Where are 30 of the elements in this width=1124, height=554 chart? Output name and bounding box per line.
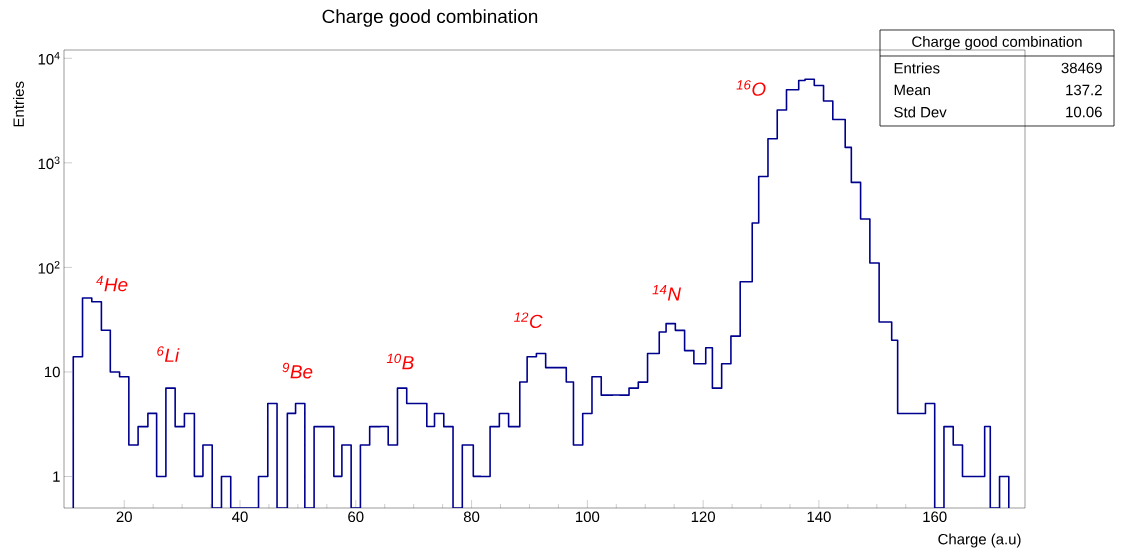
x-tick-label: 60 bbox=[348, 511, 364, 523]
annotation: $^{6}$Li bbox=[157, 346, 180, 362]
x-tick-label: 80 bbox=[463, 511, 480, 523]
x-tick-label: 40 bbox=[232, 511, 248, 523]
annotation: Mean bbox=[894, 84, 930, 96]
y-tick-label: 10$^{2}$ bbox=[38, 261, 60, 274]
text: 38469 bbox=[1061, 62, 1102, 74]
x-tick-label: 20 bbox=[116, 511, 132, 523]
y-tick-label: 1 bbox=[53, 471, 60, 482]
y-tick-label: 10$^{4}$ bbox=[38, 52, 60, 65]
annotation: Std Dev bbox=[894, 106, 947, 118]
annotation: $^{4}$He bbox=[96, 275, 128, 292]
y-tick-label: 10 bbox=[45, 366, 60, 378]
annotation: Entries bbox=[894, 62, 940, 74]
annotation: $^{10}$B bbox=[386, 353, 414, 370]
x-axis-title: Charge (a.u) bbox=[938, 533, 1021, 548]
text: 137.2 bbox=[1066, 84, 1102, 96]
y-tick-label: 10$^{3}$ bbox=[38, 156, 60, 170]
text: Charge good combination bbox=[912, 36, 1082, 50]
x-tick-label: 140 bbox=[807, 511, 831, 523]
y-axis-title: Entries bbox=[12, 81, 24, 127]
annotation: $^{9}$Be bbox=[282, 362, 313, 379]
annotation: $^{16}$O bbox=[736, 80, 766, 96]
annotation: $^{14}$N bbox=[652, 285, 682, 301]
x-tick-label: 120 bbox=[691, 511, 715, 523]
text: 10.06 bbox=[1066, 106, 1102, 118]
x-tick-label: 100 bbox=[576, 511, 600, 523]
chart-title: Charge good combination bbox=[322, 9, 538, 27]
annotation: $^{12}$C bbox=[514, 312, 543, 329]
x-tick-label: 160 bbox=[923, 511, 947, 523]
